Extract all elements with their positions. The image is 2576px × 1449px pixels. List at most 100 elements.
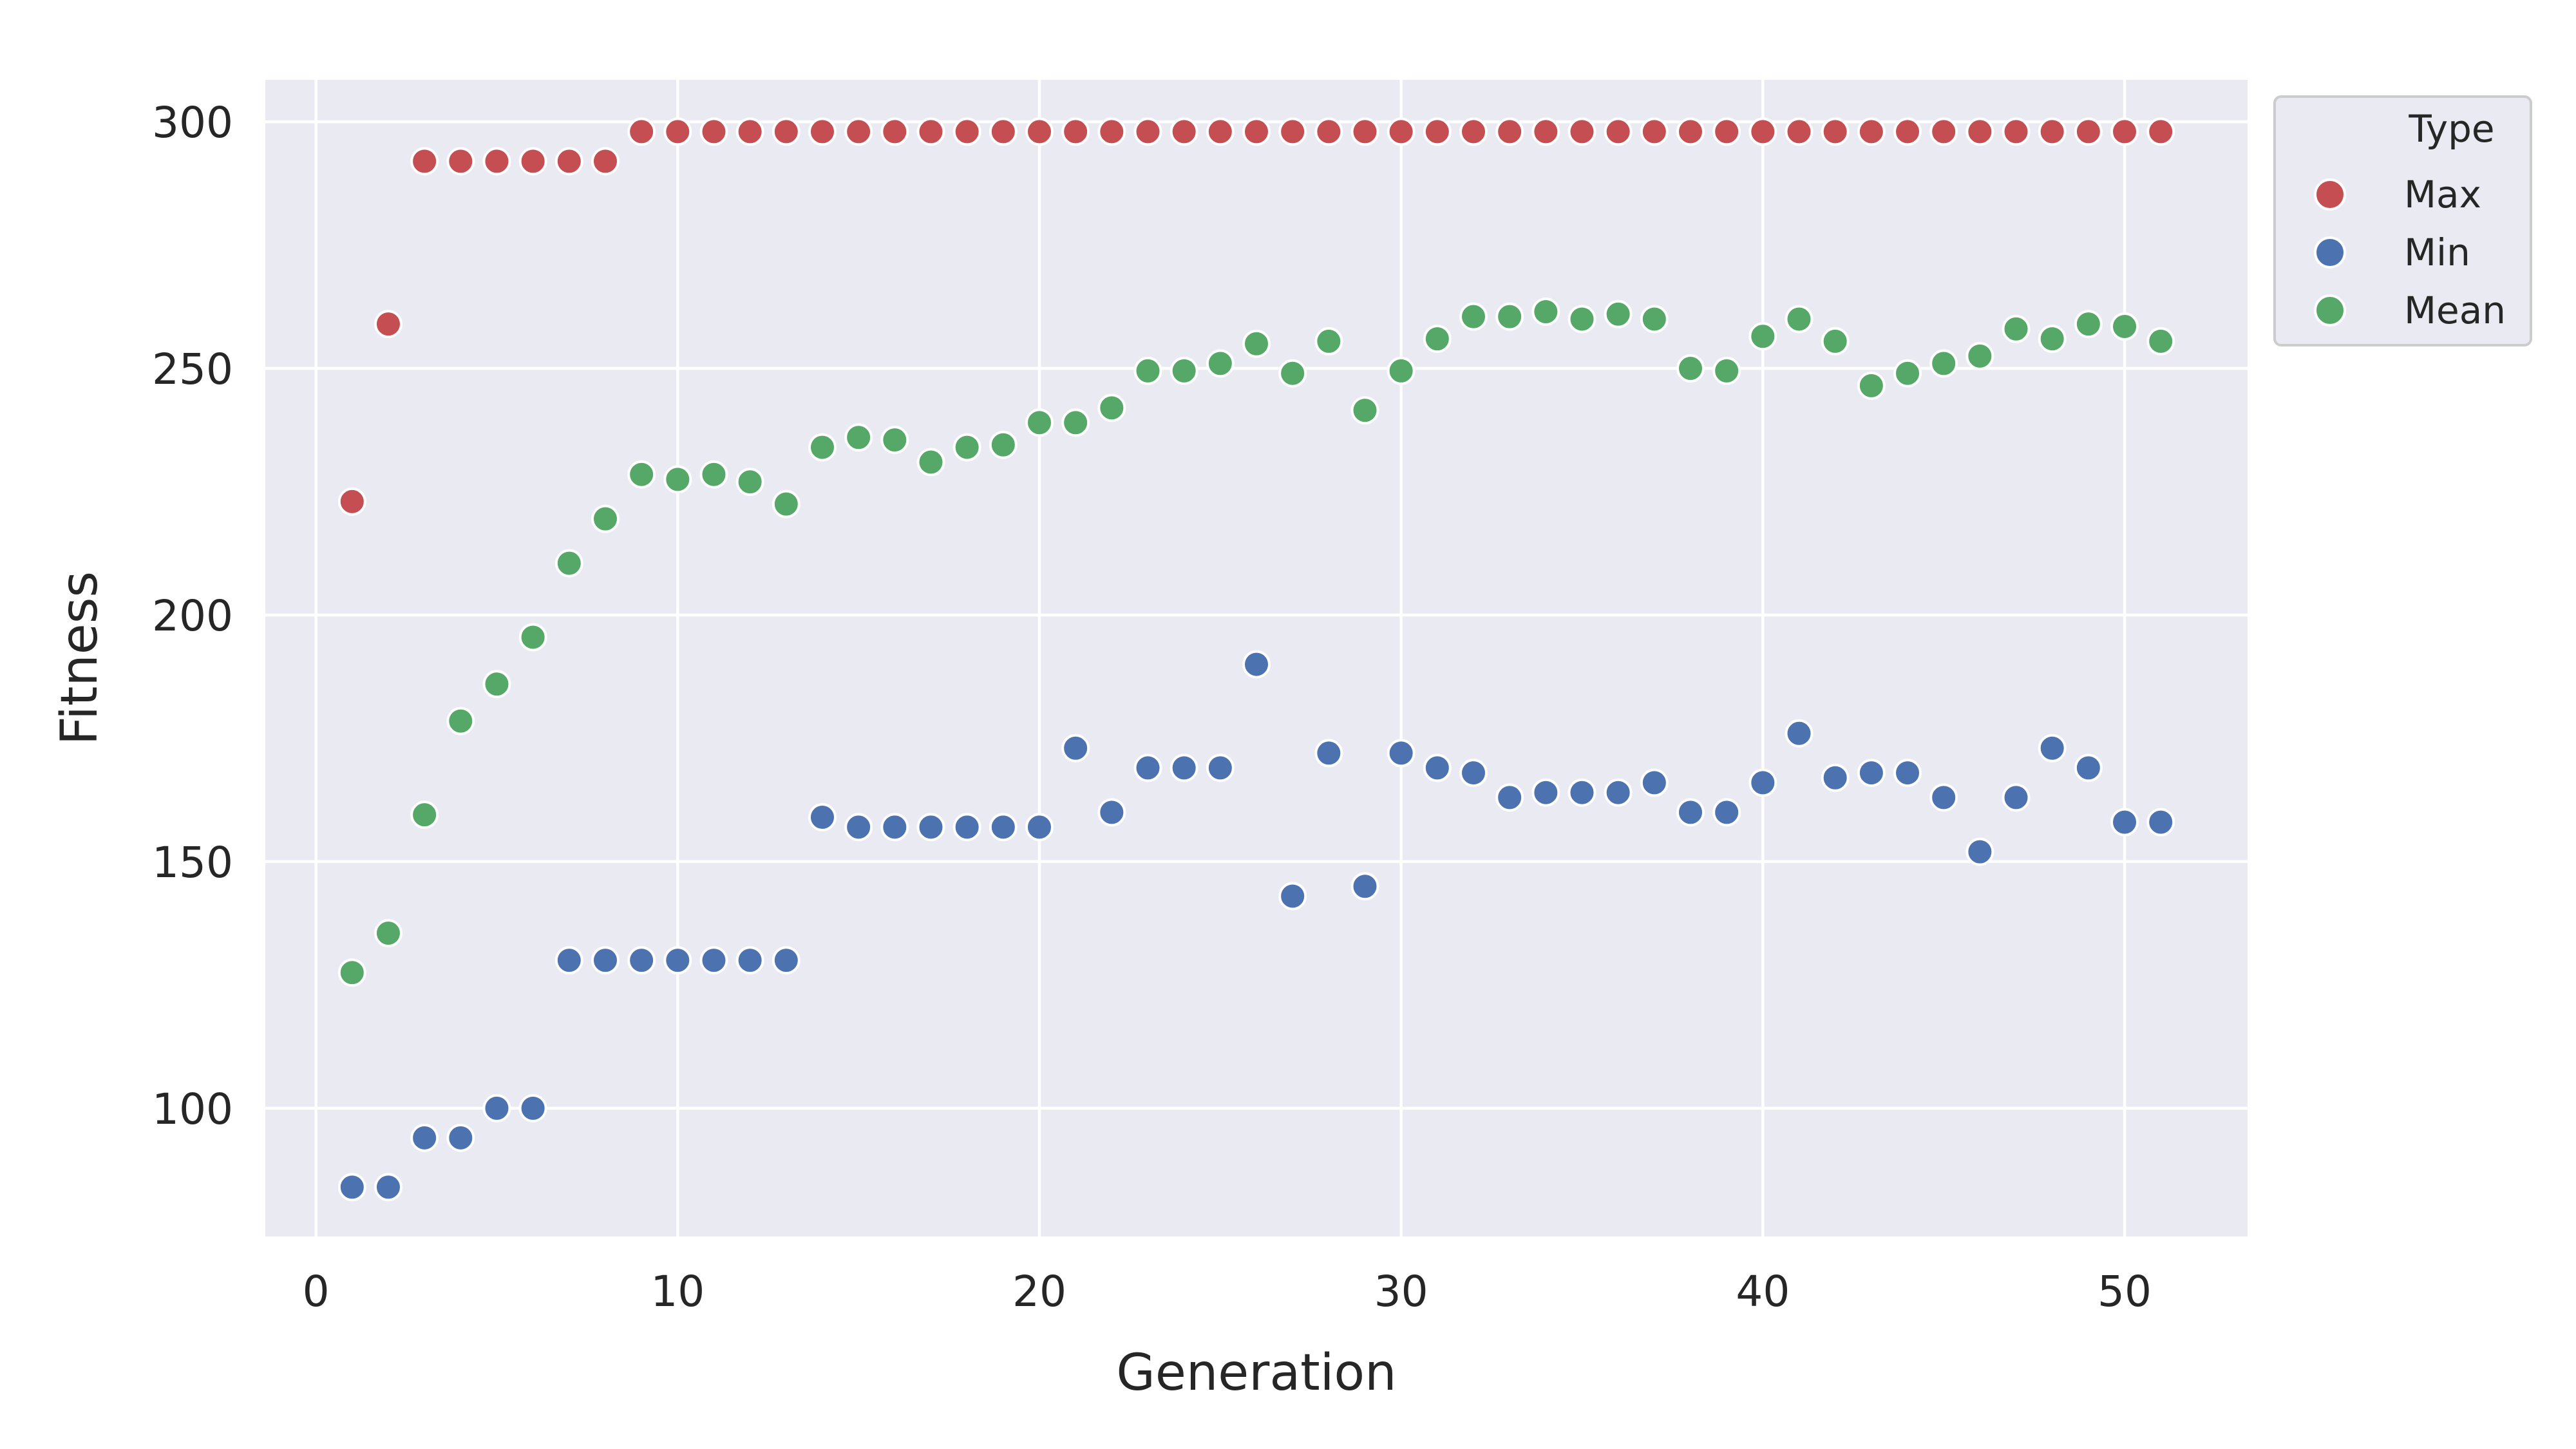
data-point-mean <box>844 423 873 452</box>
data-point-min <box>1350 872 1379 901</box>
data-point-min <box>1025 813 1054 842</box>
data-point-max <box>1748 117 1777 146</box>
data-point-mean <box>1387 356 1416 385</box>
data-points <box>337 117 2175 1202</box>
data-point-max <box>2002 117 2031 146</box>
data-point-max <box>989 117 1018 146</box>
data-point-mean <box>1314 327 1343 355</box>
y-tick-label: 100 <box>152 1084 233 1134</box>
data-point-min <box>1387 739 1416 768</box>
data-point-min <box>518 1094 547 1122</box>
data-point-max <box>1061 117 1090 146</box>
data-point-mean <box>1242 329 1271 358</box>
data-point-mean <box>446 706 475 735</box>
data-point-mean <box>699 460 728 489</box>
data-point-mean <box>2074 310 2103 339</box>
data-point-max <box>808 117 837 146</box>
x-tick-label: 40 <box>1736 1267 1790 1316</box>
data-point-mean <box>1531 297 1560 326</box>
series-min <box>337 650 2175 1202</box>
data-point-mean <box>554 549 583 578</box>
data-point-max <box>1242 117 1271 146</box>
data-point-mean <box>1495 302 1524 331</box>
data-point-mean <box>772 489 800 518</box>
data-point-mean <box>1821 327 1850 355</box>
data-point-max <box>1676 117 1705 146</box>
data-point-mean <box>880 426 909 455</box>
x-tick-labels: 0 10 20 30 40 50 <box>303 1267 2152 1316</box>
y-tick-label: 150 <box>152 838 233 887</box>
data-point-mean <box>1206 349 1235 378</box>
data-point-mean <box>2146 327 2175 355</box>
data-point-mean <box>1097 393 1126 422</box>
data-point-max <box>554 147 583 176</box>
data-point-max <box>1314 117 1343 146</box>
data-point-max <box>2074 117 2103 146</box>
data-point-min <box>1061 734 1090 762</box>
data-point-min <box>627 946 656 975</box>
data-point-min <box>1278 882 1307 911</box>
data-point-max <box>1965 117 1994 146</box>
legend-marker-mean <box>2314 294 2346 327</box>
data-point-mean <box>1676 354 1705 383</box>
data-point-min <box>1531 778 1560 807</box>
data-point-mean <box>2002 314 2031 343</box>
data-point-max <box>1785 117 1814 146</box>
data-point-min <box>1929 783 1958 812</box>
y-axis-label: Fitness <box>51 571 109 745</box>
data-point-max <box>337 487 366 516</box>
x-tick-label: 20 <box>1012 1267 1066 1316</box>
data-point-min <box>1133 753 1162 782</box>
data-point-mean <box>374 918 402 947</box>
data-point-max <box>1133 117 1162 146</box>
data-point-max <box>446 147 475 176</box>
x-axis-label: Generation <box>1116 1344 1396 1402</box>
data-point-min <box>1640 768 1669 797</box>
data-point-max <box>1278 117 1307 146</box>
data-point-max <box>1640 117 1669 146</box>
data-point-min <box>808 802 837 831</box>
data-point-min <box>952 813 981 842</box>
data-point-mean <box>1893 359 1922 388</box>
data-point-min <box>1821 763 1850 792</box>
data-point-min <box>989 813 1018 842</box>
data-point-mean <box>808 433 837 462</box>
data-point-min <box>1712 798 1741 827</box>
data-point-min <box>916 813 945 842</box>
data-point-min <box>591 946 620 975</box>
data-point-min <box>844 813 873 842</box>
data-point-max <box>1350 117 1379 146</box>
data-point-min <box>1495 783 1524 812</box>
data-point-mean <box>952 433 981 462</box>
data-point-min <box>1170 753 1198 782</box>
data-point-max <box>663 117 692 146</box>
data-point-max <box>2146 117 2175 146</box>
data-point-min <box>1459 759 1488 788</box>
legend-label-min: Min <box>2404 231 2470 274</box>
data-point-max <box>627 117 656 146</box>
data-point-min <box>1893 759 1922 788</box>
data-point-mean <box>1640 305 1669 334</box>
data-point-max <box>482 147 511 176</box>
data-point-mean <box>2038 325 2067 354</box>
data-point-max <box>518 147 547 176</box>
data-point-max <box>1170 117 1198 146</box>
data-point-max <box>1423 117 1452 146</box>
data-point-max <box>1387 117 1416 146</box>
data-point-min <box>1604 778 1633 807</box>
data-point-max <box>1097 117 1126 146</box>
legend-entries: Max Min Mean <box>2314 173 2506 332</box>
data-point-min <box>772 946 800 975</box>
data-point-min <box>735 946 764 975</box>
data-point-max <box>1929 117 1958 146</box>
data-point-min <box>337 1173 366 1202</box>
data-point-mean <box>627 460 656 489</box>
y-tick-label: 250 <box>152 345 233 394</box>
data-point-max <box>1857 117 1886 146</box>
data-point-mean <box>1423 325 1452 354</box>
data-point-min <box>1748 768 1777 797</box>
data-point-mean <box>1929 349 1958 378</box>
legend-marker-min <box>2314 236 2346 269</box>
legend-label-max: Max <box>2404 173 2481 216</box>
data-point-mean <box>1965 341 1994 370</box>
